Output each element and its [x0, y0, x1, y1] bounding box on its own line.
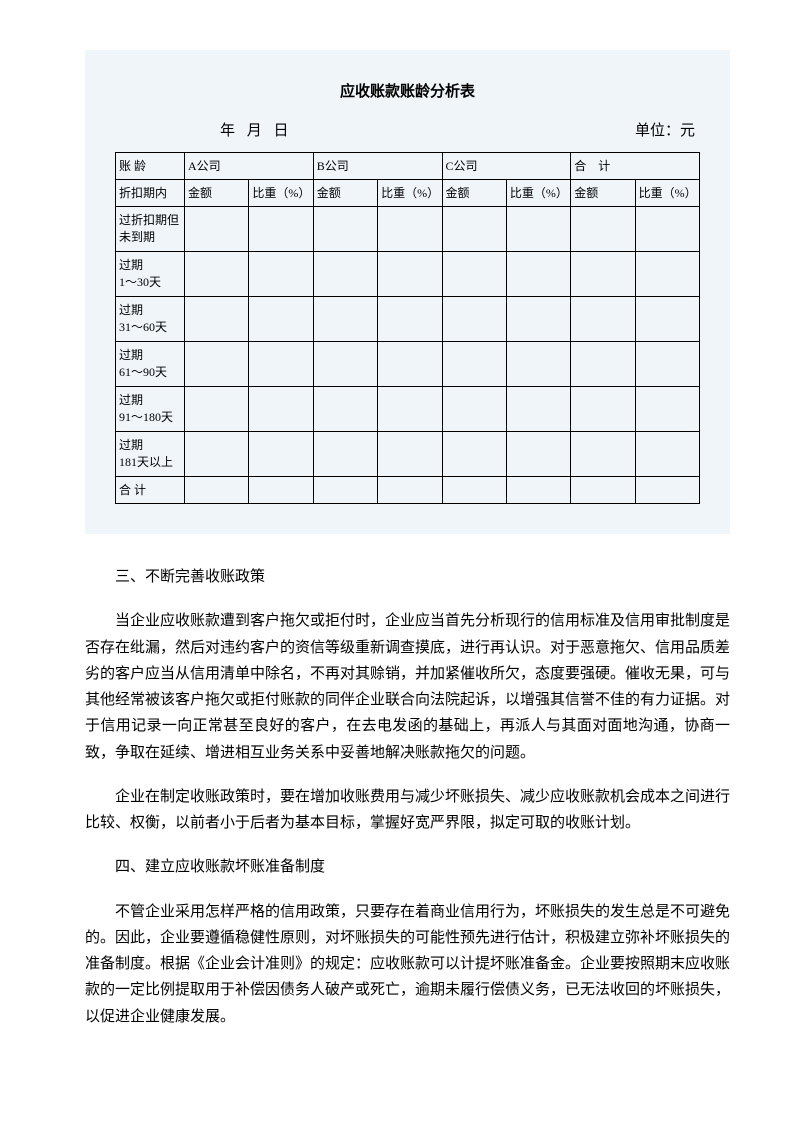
row-label: 过期31～60天 [116, 297, 185, 342]
cell [378, 207, 442, 252]
cell [378, 342, 442, 387]
cell [506, 342, 570, 387]
cell [442, 477, 506, 504]
cell [185, 432, 249, 477]
cell [185, 252, 249, 297]
cell [313, 207, 377, 252]
row-label: 过期61～90天 [116, 342, 185, 387]
cell [249, 477, 313, 504]
cell [635, 207, 699, 252]
cell [635, 297, 699, 342]
cell [249, 432, 313, 477]
cell [506, 387, 570, 432]
header-company-a: A公司 [185, 153, 314, 180]
sub-percent: 比重（%） [249, 180, 313, 207]
cell [571, 477, 635, 504]
cell [185, 387, 249, 432]
cell [313, 297, 377, 342]
cell [506, 297, 570, 342]
cell [571, 342, 635, 387]
cell [185, 342, 249, 387]
cell [249, 297, 313, 342]
table-container: 应收账款账龄分析表 年 月 日 单位：元 账 龄 A公司 B公司 C公司 合 计… [85, 50, 730, 534]
cell [635, 252, 699, 297]
sub-percent: 比重（%） [635, 180, 699, 207]
row-label: 过期181天以上 [116, 432, 185, 477]
cell [442, 252, 506, 297]
cell [571, 207, 635, 252]
row-label: 过期1～30天 [116, 252, 185, 297]
cell [571, 297, 635, 342]
sub-percent: 比重（%） [506, 180, 570, 207]
cell [506, 432, 570, 477]
cell [571, 387, 635, 432]
table-row-total: 合 计 [116, 477, 700, 504]
body-text: 三、不断完善收账政策 当企业应收账款遭到客户拖欠或拒付时，企业应当首先分析现行的… [85, 564, 730, 1030]
cell [506, 477, 570, 504]
row-label: 过期91～180天 [116, 387, 185, 432]
cell [378, 297, 442, 342]
table-meta-row: 年 月 日 单位：元 [115, 119, 700, 140]
sub-percent: 比重（%） [378, 180, 442, 207]
table-row: 过期1～30天 [116, 252, 700, 297]
cell [378, 477, 442, 504]
section-3-para-2: 企业在制定收账政策时，要在增加收账费用与减少坏账损失、减少应收账款机会成本之间进… [85, 784, 730, 837]
cell [506, 207, 570, 252]
cell [185, 207, 249, 252]
cell [635, 387, 699, 432]
cell [442, 432, 506, 477]
header-age: 账 龄 [116, 153, 185, 180]
cell [442, 342, 506, 387]
cell [442, 297, 506, 342]
cell [313, 387, 377, 432]
sub-amount: 金额 [571, 180, 635, 207]
header-total: 合 计 [571, 153, 700, 180]
header-discount-period: 折扣期内 [116, 180, 185, 207]
section-4-para-1: 不管企业采用怎样严格的信用政策，只要存在着商业信用行为，坏账损失的发生总是不可避… [85, 899, 730, 1030]
cell [378, 387, 442, 432]
cell [249, 387, 313, 432]
table-title: 应收账款账龄分析表 [115, 80, 700, 101]
row-label-total: 合 计 [116, 477, 185, 504]
aging-analysis-table: 账 龄 A公司 B公司 C公司 合 计 折扣期内 金额 比重（%） 金额 比重（… [115, 152, 700, 504]
unit-label: 单位：元 [635, 119, 695, 140]
cell [442, 387, 506, 432]
cell [571, 432, 635, 477]
document-page: 应收账款账龄分析表 年 月 日 单位：元 账 龄 A公司 B公司 C公司 合 计… [0, 0, 800, 1098]
header-company-b: B公司 [313, 153, 442, 180]
cell [249, 342, 313, 387]
cell [378, 432, 442, 477]
section-4-heading: 四、建立应收账款坏账准备制度 [85, 854, 730, 880]
table-row: 过期181天以上 [116, 432, 700, 477]
cell [313, 432, 377, 477]
table-header-row-1: 账 龄 A公司 B公司 C公司 合 计 [116, 153, 700, 180]
row-label: 过折扣期但未到期 [116, 207, 185, 252]
cell [249, 207, 313, 252]
cell [635, 477, 699, 504]
table-row: 过期91～180天 [116, 387, 700, 432]
table-row: 过期31～60天 [116, 297, 700, 342]
section-3-para-1: 当企业应收账款遭到客户拖欠或拒付时，企业应当首先分析现行的信用标准及信用审批制度… [85, 608, 730, 766]
sub-amount: 金额 [313, 180, 377, 207]
cell [506, 252, 570, 297]
cell [313, 252, 377, 297]
cell [313, 342, 377, 387]
cell [185, 477, 249, 504]
table-row: 过期61～90天 [116, 342, 700, 387]
cell [635, 342, 699, 387]
sub-amount: 金额 [185, 180, 249, 207]
cell [442, 207, 506, 252]
date-label: 年 月 日 [220, 119, 293, 140]
sub-amount: 金额 [442, 180, 506, 207]
section-3-heading: 三、不断完善收账政策 [85, 564, 730, 590]
table-header-row-2: 折扣期内 金额 比重（%） 金额 比重（%） 金额 比重（%） 金额 比重（%） [116, 180, 700, 207]
cell [249, 252, 313, 297]
cell [378, 252, 442, 297]
cell [635, 432, 699, 477]
header-company-c: C公司 [442, 153, 571, 180]
cell [571, 252, 635, 297]
cell [185, 297, 249, 342]
table-row: 过折扣期但未到期 [116, 207, 700, 252]
cell [313, 477, 377, 504]
